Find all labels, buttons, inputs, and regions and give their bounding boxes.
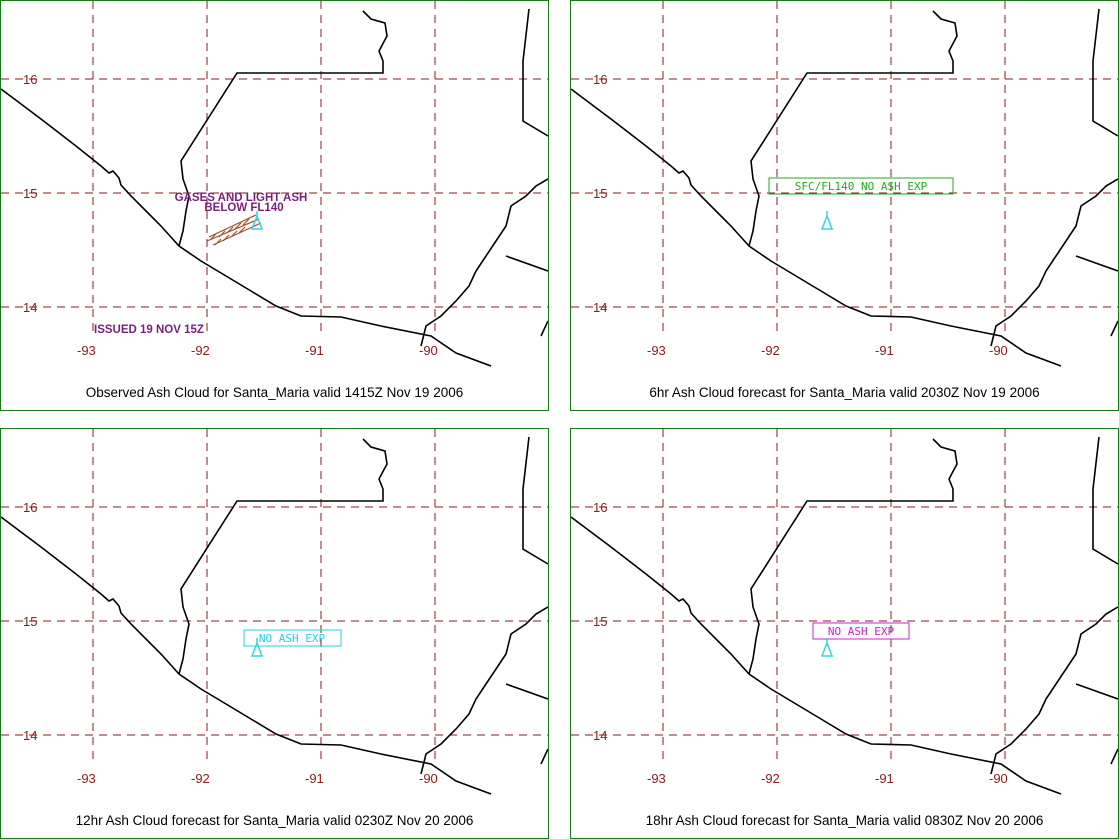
lat-label-14: 14 [23, 728, 37, 743]
tick-labels: -93 -92 -91 -90 16 15 14 [593, 72, 1008, 358]
coastline-borders [1, 8, 548, 367]
tick-labels: -93 -92 -91 -90 16 15 14 [23, 72, 438, 358]
lat-label-14: 14 [23, 300, 37, 315]
lon-label-91: -91 [875, 771, 894, 786]
forecast-label-box [243, 629, 342, 647]
lon-label-91: -91 [875, 343, 894, 358]
lon-label-93: -93 [77, 343, 96, 358]
lat-label-16: 16 [23, 72, 37, 87]
lon-label-93: -93 [77, 771, 96, 786]
coastline-borders [1, 436, 548, 795]
forecast-label: NO ASH EXP [828, 625, 895, 638]
issued-label: ISSUED 19 NOV 15Z [94, 324, 204, 336]
volcano-icon [820, 638, 834, 657]
map-panel-18hr: -93 -92 -91 -90 16 15 14 NO ASH EXP 18hr… [570, 428, 1119, 839]
volcano-icon [250, 638, 264, 657]
tick-labels: -93 -92 -91 -90 16 15 14 [23, 500, 438, 786]
volcano-icon [250, 211, 264, 230]
map-panel-6hr: -93 -92 -91 -90 16 15 14 SFC/FL140 NO AS… [570, 0, 1119, 411]
lat-lon-grid [1, 1, 548, 331]
lon-label-90: -90 [989, 343, 1008, 358]
forecast-label-box [768, 177, 954, 195]
map-panel-observed: -93 -92 -91 -90 16 15 14 GASES AND LIGHT… [0, 0, 549, 411]
forecast-label: NO ASH EXP [259, 632, 326, 645]
lat-label-15: 15 [593, 186, 607, 201]
tick-labels: -93 -92 -91 -90 16 15 14 [593, 500, 1008, 786]
ash-annotation-line2: BELOW FL140 [204, 202, 283, 214]
volcano-icon [820, 211, 834, 230]
panel-caption: 12hr Ash Cloud forecast for Santa_Maria … [75, 813, 474, 828]
lat-label-15: 15 [593, 614, 607, 629]
lat-label-16: 16 [593, 72, 607, 87]
lat-label-16: 16 [23, 500, 37, 515]
ash-annotation-line1: GASES AND LIGHT ASH [175, 192, 308, 204]
map-12hr: -93 -92 -91 -90 16 15 14 NO ASH EXP [1, 429, 548, 795]
forecast-label-box [812, 622, 910, 640]
lat-label-16: 16 [593, 500, 607, 515]
lon-label-92: -92 [761, 771, 780, 786]
panel-caption: 6hr Ash Cloud forecast for Santa_Maria v… [649, 385, 1040, 400]
lon-label-90: -90 [419, 343, 438, 358]
lon-label-92: -92 [191, 343, 210, 358]
ash-plume [206, 214, 262, 246]
forecast-label: SFC/FL140 NO ASH EXP [795, 180, 928, 193]
lon-label-91: -91 [305, 771, 324, 786]
lat-label-15: 15 [23, 614, 37, 629]
panel-caption: 18hr Ash Cloud forecast for Santa_Maria … [645, 813, 1044, 828]
lat-lon-grid [1, 429, 548, 759]
lat-lon-grid [571, 1, 1118, 331]
map-panel-12hr: -93 -92 -91 -90 16 15 14 NO ASH EXP 12hr… [0, 428, 549, 839]
panel-caption: Observed Ash Cloud for Santa_Maria valid… [85, 385, 464, 400]
lon-label-92: -92 [761, 343, 780, 358]
map-observed: -93 -92 -91 -90 16 15 14 GASES AND LIGHT… [1, 1, 548, 367]
coastline-borders [571, 436, 1118, 795]
lon-label-92: -92 [191, 771, 210, 786]
map-18hr: -93 -92 -91 -90 16 15 14 NO ASH EXP [571, 429, 1118, 795]
lat-lon-grid [571, 429, 1118, 759]
lat-label-14: 14 [593, 728, 607, 743]
lon-label-93: -93 [647, 343, 666, 358]
coastline-borders [571, 8, 1118, 367]
lon-label-93: -93 [647, 771, 666, 786]
map-6hr: -93 -92 -91 -90 16 15 14 SFC/FL140 NO AS… [571, 1, 1118, 367]
lon-label-90: -90 [419, 771, 438, 786]
lat-label-15: 15 [23, 186, 37, 201]
lon-label-91: -91 [305, 343, 324, 358]
lon-label-90: -90 [989, 771, 1008, 786]
lat-label-14: 14 [593, 300, 607, 315]
